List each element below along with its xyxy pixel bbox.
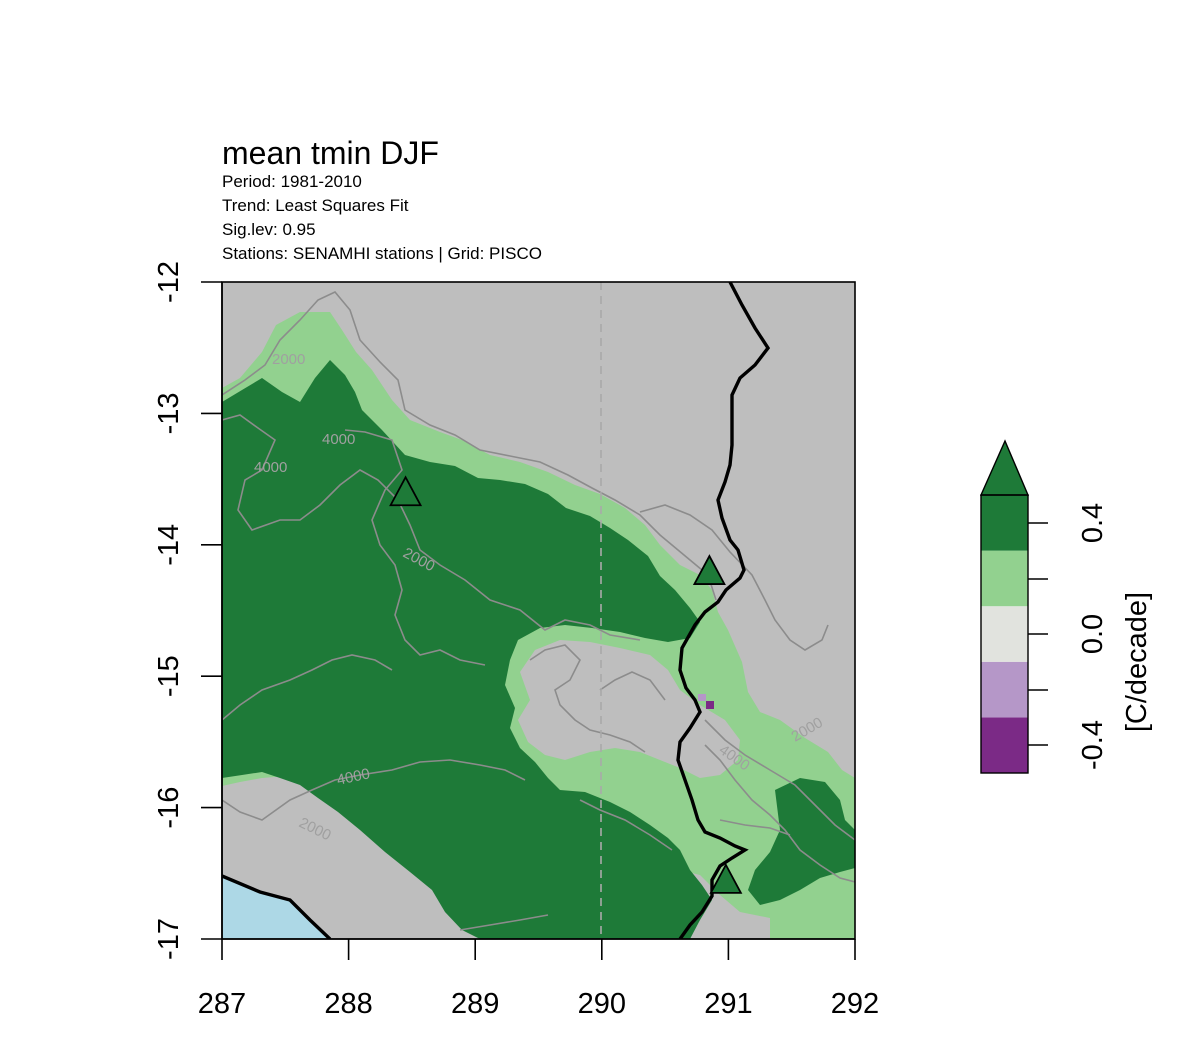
y-tick-label: -15 [153,655,185,697]
y-tick-labels: -12 -13 -14 -15 -16 -17 [153,261,185,960]
map-title: mean tmin DJF [222,135,439,171]
colorbar-class [981,550,1028,607]
subtitle-period: Period: 1981-2010 [222,172,362,191]
x-tick-label: 287 [198,988,246,1020]
colorbar: -0.4 0.0 0.4 [C/decade] [979,439,1153,774]
elevation-contours [222,291,855,931]
contour-label: 4000 [335,765,371,789]
x-axis [221,938,856,960]
cooling-cell [706,701,714,709]
colorbar-overflow-triangle [979,439,1030,496]
subtitle-trend: Trend: Least Squares Fit [222,196,409,215]
x-tick-label: 292 [831,988,879,1020]
colorbar-unit-label: [C/decade] [1121,592,1153,732]
colorbar-tick-label: 0.0 [1077,614,1109,654]
y-tick-label: -16 [153,787,185,829]
colorbar-class [981,606,1028,662]
weak-cooling-cell [698,694,706,701]
y-tick-label: -12 [153,261,185,303]
colorbar-tick-label: 0.4 [1077,503,1109,543]
colorbar-boxes [981,495,1028,773]
x-tick-label: 289 [451,988,499,1020]
contour-label: 2000 [272,351,305,368]
stations-layer [389,475,743,894]
colorbar-tick-label: -0.4 [1077,720,1109,770]
subtitle-stations: Stations: SENAMHI stations | Grid: PISCO [222,244,542,263]
station-marker [709,862,743,894]
y-tick-label: -17 [153,918,185,960]
station-marker [692,554,726,585]
x-tick-label: 290 [578,988,626,1020]
contour-label: 4000 [254,459,287,476]
colorbar-class [981,661,1028,718]
strong-trend-region [222,360,712,939]
y-axis [201,281,223,940]
contour-label: 4000 [322,431,355,448]
country-borders [222,282,771,939]
map-panel [222,282,855,939]
y-tick-label: -13 [153,392,185,434]
x-tick-labels: 287 288 289 290 291 292 [198,988,879,1020]
x-tick-label: 288 [324,988,372,1020]
strong-trend-region-southeast [748,778,855,905]
ocean-area [222,876,330,939]
y-tick-label: -14 [153,524,185,566]
colorbar-ticks [1028,522,1048,746]
x-tick-label: 291 [704,988,752,1020]
subtitle-siglev: Sig.lev: 0.95 [222,220,316,239]
station-marker [389,475,423,507]
colorbar-class [981,495,1028,551]
colorbar-class [981,717,1028,773]
colorbar-tick-labels: -0.4 0.0 0.4 [1077,503,1109,770]
